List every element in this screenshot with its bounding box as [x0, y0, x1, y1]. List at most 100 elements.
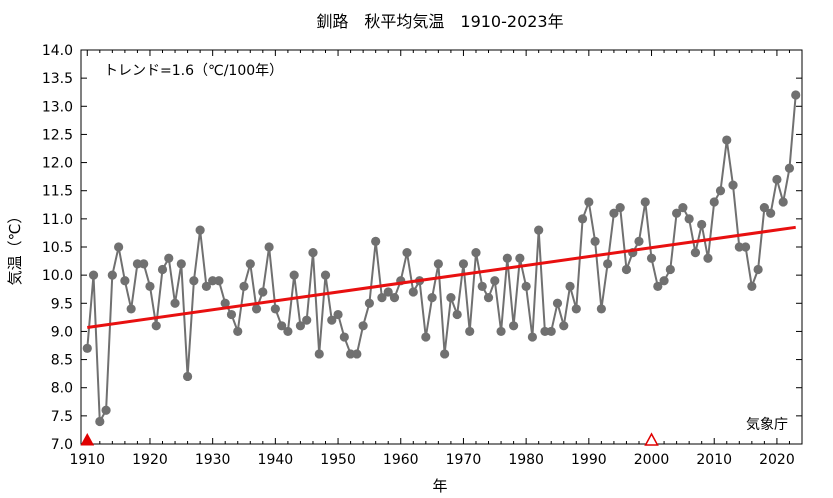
y-tick-label: 8.0: [51, 381, 73, 397]
data-point: [521, 281, 531, 291]
data-point: [502, 253, 512, 263]
data-point: [534, 225, 544, 235]
data-point: [508, 321, 519, 331]
data-point: [772, 174, 782, 185]
data-point: [295, 321, 306, 331]
data-point: [684, 214, 694, 224]
data-point: [302, 315, 312, 325]
data-point: [339, 332, 349, 342]
y-tick-label: 11.0: [42, 212, 73, 228]
y-tick-label: 14.0: [42, 43, 73, 59]
y-tick-label: 10.0: [42, 268, 73, 284]
data-point: [697, 219, 707, 230]
data-point: [609, 208, 619, 218]
station-change-marker-open: [644, 432, 659, 446]
data-point: [527, 332, 538, 342]
x-axis-label: 年: [432, 477, 447, 495]
data-point: [672, 208, 682, 218]
data-point: [214, 276, 224, 286]
chart-title: 釧路 秋平均気温 1910-2023年: [316, 12, 563, 31]
data-point: [352, 349, 362, 359]
data-point: [358, 321, 368, 331]
data-point: [402, 248, 412, 258]
data-point: [603, 259, 613, 269]
data-point: [245, 259, 255, 269]
data-point: [728, 180, 738, 190]
data-point: [114, 242, 124, 252]
y-tick-label: 8.5: [51, 353, 73, 369]
data-point: [226, 309, 237, 320]
data-point: [283, 326, 293, 337]
data-point: [640, 197, 650, 207]
data-point: [364, 298, 374, 308]
data-point: [584, 197, 594, 207]
y-tick-label: 11.5: [42, 184, 73, 200]
data-point: [753, 264, 763, 275]
data-point: [665, 264, 675, 275]
data-point: [270, 304, 280, 314]
data-point: [465, 326, 475, 337]
data-point: [490, 276, 500, 286]
data-point: [747, 281, 757, 291]
data-point: [101, 405, 111, 415]
x-tick-label: 2010: [696, 452, 732, 468]
x-tick-label: 1980: [508, 452, 544, 468]
data-point: [446, 293, 456, 303]
y-tick-label: 9.0: [51, 324, 73, 340]
x-tick-label: 1910: [69, 452, 105, 468]
data-point: [371, 236, 381, 246]
data-point: [145, 281, 155, 291]
data-point: [421, 332, 431, 342]
data-point: [596, 304, 606, 314]
data-point: [320, 270, 331, 280]
x-tick-label: 1930: [195, 452, 231, 468]
data-point: [571, 304, 581, 314]
data-point: [477, 281, 487, 291]
data-point: [82, 343, 92, 353]
data-point: [552, 298, 563, 308]
series-line: [86, 94, 797, 426]
x-tick-label: 1970: [446, 452, 482, 468]
data-point: [157, 264, 168, 275]
data-point: [126, 304, 136, 314]
data-point: [258, 287, 268, 297]
data-point: [139, 259, 149, 269]
data-point: [559, 321, 569, 331]
x-tick-label: 1920: [132, 452, 168, 468]
data-point: [740, 242, 751, 252]
data-point: [151, 321, 161, 331]
data-point: [659, 276, 669, 286]
data-point: [189, 276, 199, 286]
data-point: [251, 304, 262, 314]
data-point: [634, 236, 644, 246]
y-tick-label: 13.5: [42, 71, 73, 87]
y-axis-label: 気温（℃）: [6, 209, 24, 286]
data-point: [515, 253, 525, 263]
data-point: [176, 259, 186, 269]
data-point: [377, 293, 387, 303]
y-tick-label: 9.5: [51, 296, 73, 312]
y-tick-label: 13.0: [42, 99, 73, 115]
data-point: [233, 326, 243, 337]
data-point: [201, 281, 211, 291]
data-point: [784, 163, 795, 173]
data-point: [182, 371, 193, 382]
data-point: [433, 259, 443, 269]
data-point: [389, 293, 400, 303]
data-point: [440, 349, 450, 359]
data-point: [615, 203, 625, 213]
data-point: [107, 270, 117, 280]
data-point: [646, 253, 657, 263]
y-tick-label: 12.5: [42, 127, 73, 143]
source-label: 気象庁: [746, 417, 788, 433]
data-point: [590, 236, 600, 246]
data-point: [170, 298, 180, 308]
data-point: [653, 281, 663, 291]
y-tick-label: 10.5: [42, 240, 73, 256]
plot-area: 7.0 7.5 8.0 8.5 9.0 9.5 10.0 10.5 11.0 11.5 12.0 12…: [42, 43, 803, 468]
data-point: [239, 281, 249, 291]
data-point: [565, 281, 575, 291]
data-point: [308, 248, 318, 258]
data-point: [791, 90, 801, 100]
data-point: [277, 321, 287, 331]
